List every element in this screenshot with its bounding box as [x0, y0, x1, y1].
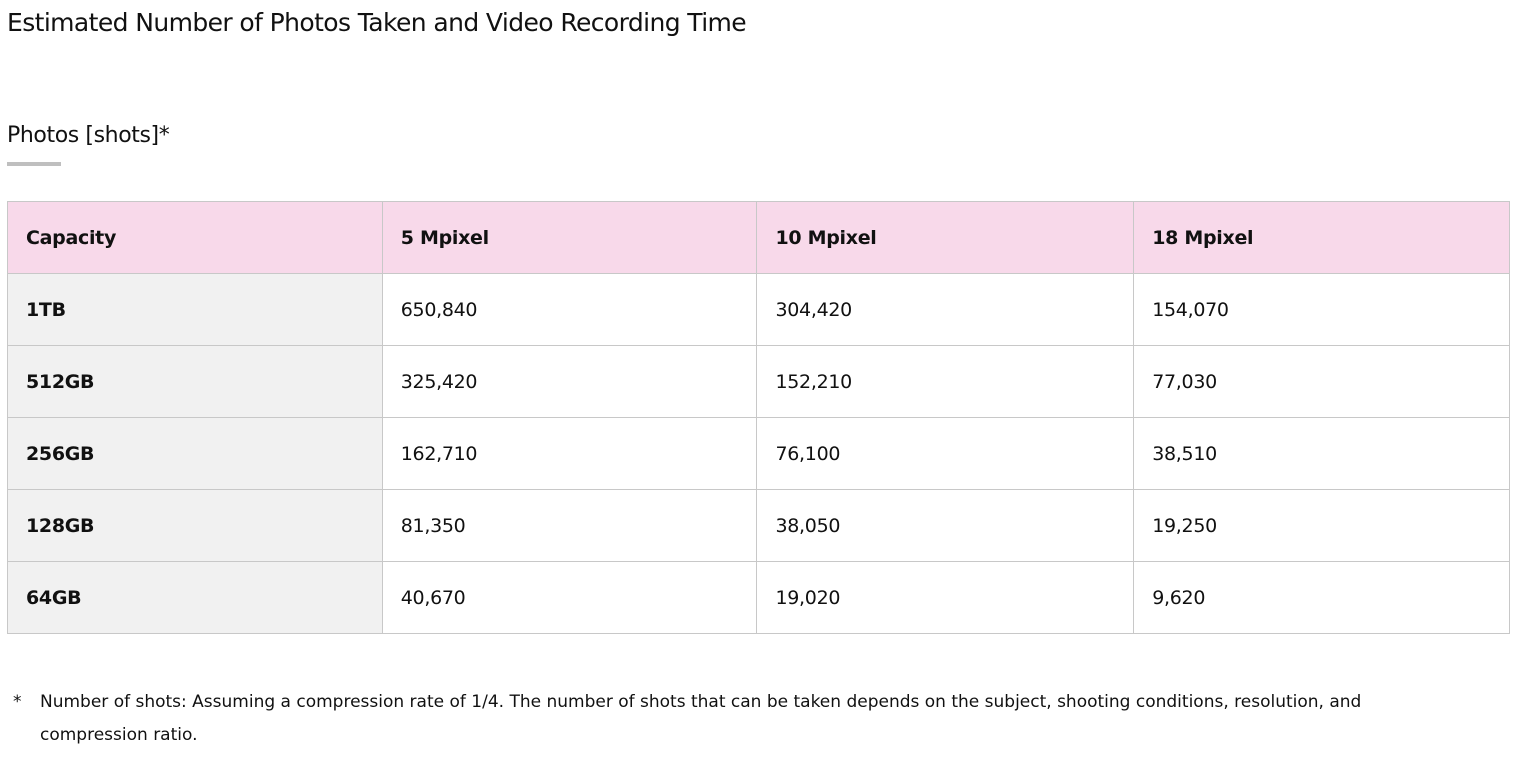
value-cell: 650,840	[381, 273, 758, 346]
table-row: 64GB 40,670 19,020 9,620	[7, 561, 1510, 634]
value-cell: 38,510	[1133, 417, 1510, 490]
table-header-row: Capacity 5 Mpixel 10 Mpixel 18 Mpixel	[7, 201, 1510, 274]
table-row: 512GB 325,420 152,210 77,030	[7, 345, 1510, 418]
value-cell: 9,620	[1133, 561, 1510, 634]
value-cell: 325,420	[381, 345, 758, 418]
value-cell: 162,710	[381, 417, 758, 490]
value-cell: 77,030	[1133, 345, 1510, 418]
value-cell: 40,670	[381, 561, 758, 634]
section-heading: Photos [shots]*	[7, 123, 170, 148]
capacity-cell: 512GB	[7, 345, 383, 418]
value-cell: 19,020	[756, 561, 1135, 634]
footnote: * Number of shots: Assuming a compressio…	[13, 686, 1433, 752]
value-cell: 19,250	[1133, 489, 1510, 562]
page-title: Estimated Number of Photos Taken and Vid…	[7, 8, 747, 37]
header-10mp: 10 Mpixel	[756, 201, 1135, 274]
header-capacity: Capacity	[7, 201, 383, 274]
table-row: 128GB 81,350 38,050 19,250	[7, 489, 1510, 562]
header-18mp: 18 Mpixel	[1133, 201, 1510, 274]
capacity-cell: 256GB	[7, 417, 383, 490]
value-cell: 152,210	[756, 345, 1135, 418]
header-5mp: 5 Mpixel	[381, 201, 758, 274]
capacity-cell: 128GB	[7, 489, 383, 562]
value-cell: 76,100	[756, 417, 1135, 490]
value-cell: 304,420	[756, 273, 1135, 346]
footnote-text: Number of shots: Assuming a compression …	[40, 692, 1362, 745]
capacity-cell: 64GB	[7, 561, 383, 634]
value-cell: 38,050	[756, 489, 1135, 562]
table-row: 1TB 650,840 304,420 154,070	[7, 273, 1510, 346]
footnote-marker: *	[13, 692, 22, 712]
table-row: 256GB 162,710 76,100 38,510	[7, 417, 1510, 490]
capacity-cell: 1TB	[7, 273, 383, 346]
value-cell: 154,070	[1133, 273, 1510, 346]
photos-table: Capacity 5 Mpixel 10 Mpixel 18 Mpixel 1T…	[7, 201, 1510, 634]
heading-underline	[7, 162, 61, 166]
value-cell: 81,350	[381, 489, 758, 562]
